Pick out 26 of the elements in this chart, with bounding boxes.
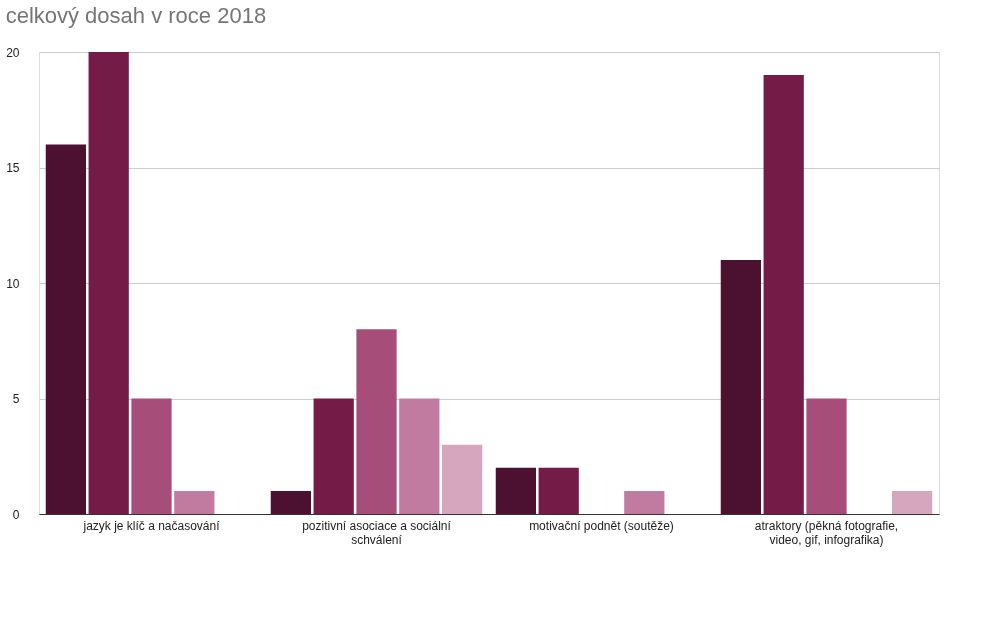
y-tick-label: 5 — [12, 392, 20, 406]
x-tick-label: motivační podnět (soutěže) — [529, 518, 674, 533]
y-tick-label: 10 — [6, 276, 20, 291]
y-tick-label: 15 — [6, 161, 20, 175]
bar — [892, 490, 933, 514]
x-tick-label: pozitivní asociace a sociální schválení — [302, 518, 452, 547]
bar — [495, 467, 536, 514]
bar — [356, 329, 397, 514]
bar — [313, 398, 354, 514]
bar — [131, 398, 172, 514]
bar — [763, 75, 804, 514]
bar — [45, 144, 86, 514]
bar — [806, 398, 847, 514]
bar — [88, 52, 129, 514]
y-tick-label: 20 — [6, 45, 20, 60]
bar — [270, 490, 311, 514]
x-tick-label: atraktory (pěkná fotografie, video, gif, infografika) — [754, 518, 899, 547]
chart-title: celkový dosah v roce 2018 — [5, 3, 267, 28]
x-tick-label: jazyk je klíč a načasování — [82, 518, 221, 533]
bar — [442, 444, 483, 514]
bar — [399, 398, 440, 514]
bar — [624, 490, 665, 514]
y-tick-label: 0 — [12, 507, 20, 522]
bar — [174, 490, 215, 514]
bar — [538, 467, 579, 514]
bar — [720, 259, 761, 514]
